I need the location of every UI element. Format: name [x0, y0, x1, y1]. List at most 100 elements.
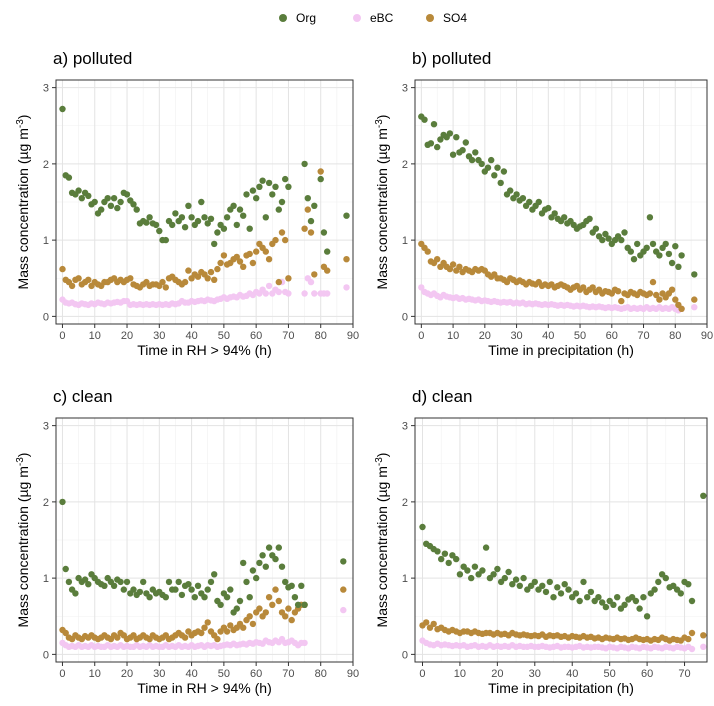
data-point-so4	[201, 624, 208, 631]
data-point-org	[656, 252, 663, 259]
data-point-org	[117, 198, 124, 206]
data-point-org	[634, 240, 641, 248]
plot-border	[414, 417, 708, 663]
data-point-so4	[285, 275, 292, 282]
x-tick-label: 60	[250, 330, 262, 342]
data-point-so4	[194, 273, 202, 280]
data-point-org	[72, 590, 79, 597]
data-point-org	[65, 578, 73, 586]
data-point-so4	[275, 278, 282, 286]
data-point-ebc	[301, 639, 308, 647]
x-tick-label: 40	[185, 668, 197, 680]
data-point-org	[677, 590, 684, 597]
x-tick-label: 60	[641, 668, 653, 680]
data-point-so4	[59, 265, 66, 273]
data-point-org	[217, 601, 224, 608]
data-point-org	[207, 215, 215, 222]
data-point-org	[580, 578, 587, 586]
data-point-org	[456, 571, 464, 578]
data-point-org	[301, 601, 308, 608]
data-point-so4	[246, 613, 253, 620]
data-point-org	[662, 240, 669, 248]
data-point-org	[464, 567, 471, 574]
data-point-org	[188, 586, 195, 593]
data-point-org	[307, 217, 315, 225]
data-point-org	[59, 105, 66, 113]
data-point-org	[636, 605, 643, 612]
x-tick-label: 40	[185, 330, 197, 342]
data-point-org	[602, 603, 610, 611]
data-point-org	[610, 601, 617, 608]
data-point-org	[471, 563, 479, 570]
x-tick-label: 90	[347, 668, 359, 680]
x-tick-label: 20	[491, 668, 503, 680]
data-point-so4	[159, 278, 166, 286]
data-point-so4	[272, 236, 279, 244]
data-point-org	[246, 225, 253, 232]
data-point-org	[233, 605, 240, 612]
data-point-org	[526, 198, 533, 206]
y-tick-label: 1	[43, 573, 49, 585]
data-point-org	[595, 594, 602, 601]
x-tick-label: 20	[121, 330, 133, 342]
data-point-org	[445, 559, 452, 567]
data-point-so4	[236, 258, 244, 265]
data-point-org	[236, 597, 244, 605]
x-tick-label: 80	[315, 330, 327, 342]
data-point-org	[146, 214, 153, 221]
data-point-org	[188, 214, 195, 221]
data-point-org	[172, 586, 179, 593]
data-point-so4	[253, 248, 260, 255]
data-point-org	[434, 548, 441, 555]
data-point-org	[65, 174, 73, 181]
data-point-org	[685, 581, 692, 588]
y-axis-label: Mass concentration (µg m-3)	[15, 453, 32, 628]
data-point-org	[311, 202, 318, 209]
data-point-org	[246, 594, 253, 601]
x-tick-label: 30	[153, 330, 165, 342]
data-point-org	[434, 143, 441, 151]
y-tick-label: 3	[43, 421, 49, 433]
data-point-org	[665, 250, 673, 258]
data-point-org	[646, 214, 654, 221]
data-point-org	[627, 248, 634, 255]
data-point-ebc	[700, 643, 707, 650]
data-point-org	[110, 195, 118, 202]
data-point-org	[211, 240, 218, 248]
legend-label-ebc: eBC	[370, 11, 394, 25]
data-point-so4	[646, 290, 654, 297]
data-point-org	[512, 576, 520, 583]
data-point-org	[269, 191, 276, 198]
data-point-org	[599, 599, 606, 606]
data-point-so4	[204, 275, 211, 282]
data-point-org	[236, 206, 244, 213]
data-point-org	[275, 544, 282, 551]
data-point-org	[223, 594, 231, 601]
y-axis-label: Mass concentration (µg m-3)	[374, 115, 391, 290]
panel-title: d) clean	[412, 387, 472, 406]
data-point-org	[198, 198, 205, 206]
x-tick-label: 50	[574, 330, 586, 342]
y-tick-label: 3	[43, 83, 49, 95]
data-point-org	[230, 202, 237, 209]
data-point-so4	[700, 632, 707, 639]
data-point-org	[143, 219, 150, 226]
data-point-so4	[162, 284, 169, 291]
data-point-so4	[214, 635, 221, 643]
data-point-org	[479, 567, 486, 574]
data-point-org	[114, 204, 121, 212]
data-point-so4	[580, 284, 587, 291]
data-point-org	[265, 179, 273, 187]
x-tick-label: 40	[542, 330, 554, 342]
plot-border	[414, 79, 708, 325]
data-point-org	[632, 597, 640, 605]
data-point-ebc	[285, 290, 292, 297]
chart-panel-2: 0 10 20 30 40 50 60 70 80 90 0 1 2 3 b) polluted Time i…	[374, 49, 714, 358]
legend-key-so4	[426, 14, 434, 22]
data-point-org	[288, 582, 295, 589]
data-point-org	[484, 164, 492, 171]
data-point-org	[146, 594, 153, 601]
data-point-org	[700, 492, 707, 499]
data-point-org	[509, 581, 516, 588]
x-tick-label: 50	[604, 668, 616, 680]
